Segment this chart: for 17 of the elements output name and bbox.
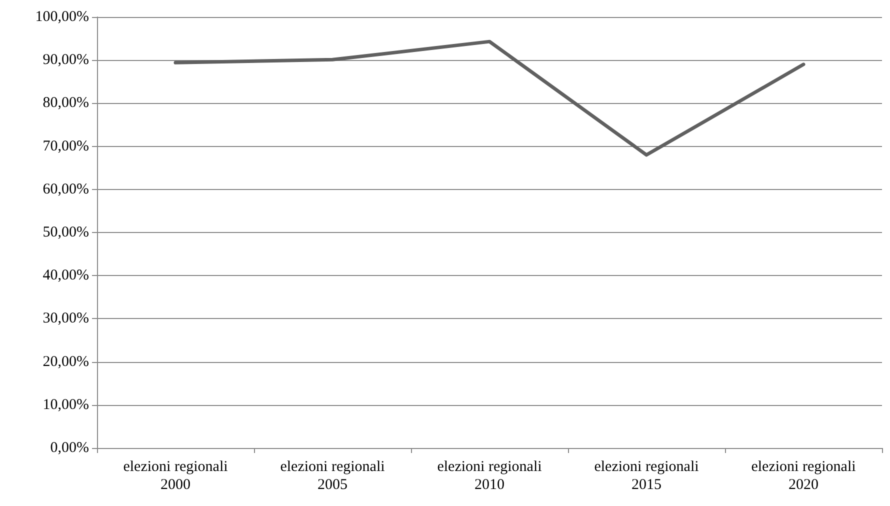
x-tick-label: elezioni regionali 2020 [751,459,856,493]
y-tick-label: 60,00% [42,181,89,198]
y-tick-label: 0,00% [50,440,89,456]
y-tick-label: 50,00% [42,224,89,240]
x-tick-label: elezioni regionali 2005 [280,459,385,493]
y-tick-label: 70,00% [42,138,89,154]
y-tick-label: 80,00% [42,95,89,112]
x-tick-label: elezioni regionali 2015 [594,459,699,493]
y-tick-label: 100,00% [35,9,89,25]
x-tick-label: elezioni regionali 2000 [123,459,228,493]
y-tick-label: 10,00% [42,396,89,413]
line-series [174,40,806,157]
y-tick-label: 30,00% [42,310,89,327]
y-tick-label: 40,00% [42,268,89,284]
x-tick-label: elezioni regionali 2010 [437,459,542,493]
y-tick-label: 20,00% [42,354,89,370]
y-tick-label: 90,00% [42,52,89,68]
